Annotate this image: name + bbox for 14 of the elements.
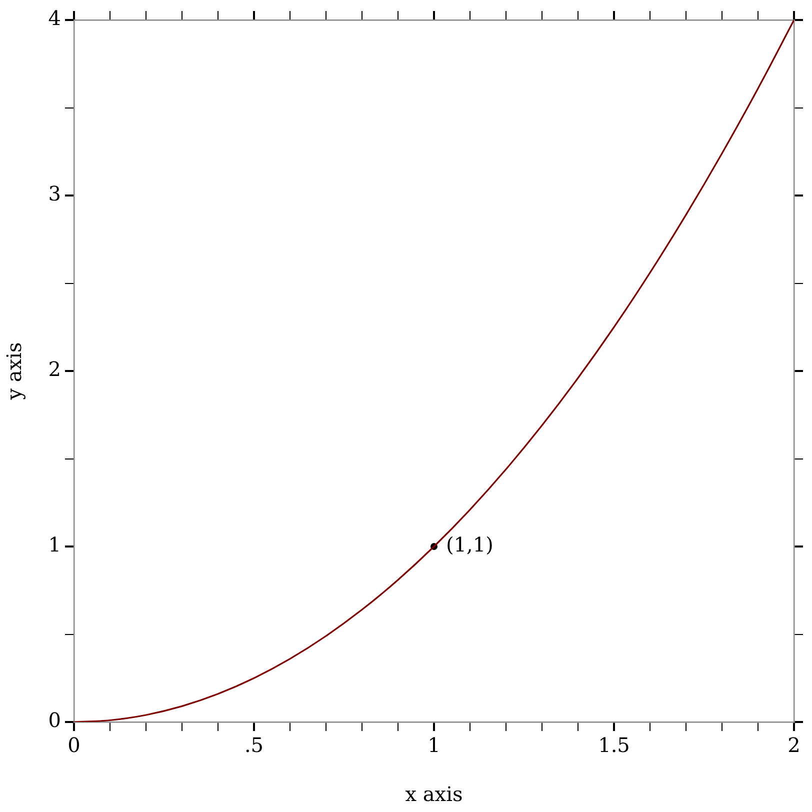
x-axis-title: x axis xyxy=(405,782,463,806)
line-series xyxy=(74,20,794,722)
y-tick-label: 3 xyxy=(48,182,61,206)
y-tick-label: 4 xyxy=(48,6,61,30)
y-tick-label: 0 xyxy=(48,708,61,732)
y-axis-title: y axis xyxy=(2,342,26,401)
x-tick-label: .5 xyxy=(244,733,264,758)
annotation: (1,1) xyxy=(446,532,494,557)
y-tick-label: 2 xyxy=(48,357,61,382)
y-tick-label: 1 xyxy=(48,532,61,557)
x-tick-label: 2 xyxy=(788,733,800,758)
x-tick-label: 1 xyxy=(428,733,440,758)
x-tick-label: 1.5 xyxy=(598,733,630,758)
x-tick-label: 0 xyxy=(68,733,80,758)
